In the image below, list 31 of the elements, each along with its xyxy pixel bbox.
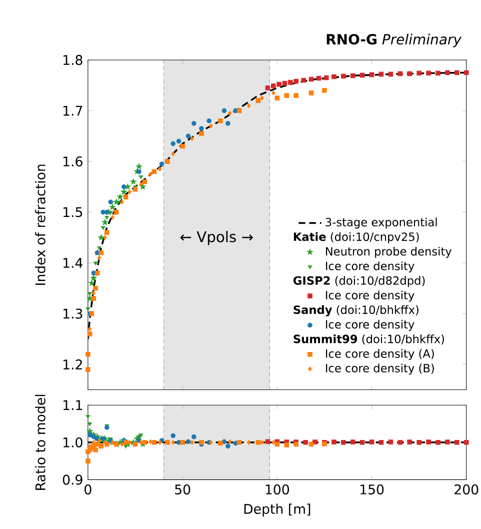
y-tick-label: 1.1 — [64, 400, 82, 410]
annotation: Katie (doi:10/cnpv25) — [294, 232, 419, 244]
y-axis-title: Index of refraction — [35, 164, 46, 285]
y-axis-title: Ratio to model — [35, 394, 46, 490]
y-tick-label: 1.5 — [64, 207, 82, 218]
legend-label: Ice core density — [326, 261, 414, 272]
y-tick-label: 1.0 — [64, 437, 82, 448]
x-tick-label: 50 — [175, 484, 190, 494]
y-tick-label: 1.4 — [64, 258, 82, 268]
legend-label: Ice core density (A) — [326, 349, 434, 360]
y-tick-label: 1.2 — [64, 359, 82, 370]
annotation: Summit99 (doi:10/bhkffx) — [294, 334, 444, 345]
y-tick-label: 1.8 — [64, 54, 82, 66]
y-tick-label: 1.3 — [64, 308, 82, 319]
annotation: GISP2 (doi:10/d82dpd) — [293, 276, 425, 288]
y-tick-label: 1.7 — [64, 106, 82, 116]
chart-title: RNO-G Preliminary — [326, 34, 462, 48]
x-tick-label: 200 — [454, 484, 478, 494]
band-label: ← Vpols → — [180, 230, 253, 246]
x-tick-label: 150 — [360, 484, 384, 494]
annotation: Sandy (doi:10/bhkffx) — [294, 305, 418, 316]
legend-label: Ice core density (B) — [326, 364, 434, 375]
y-tick-label: 0.9 — [62, 474, 82, 485]
legend-label: Ice core density — [326, 290, 414, 302]
legend-label: Ice core density — [326, 320, 414, 331]
legend-label: Neutron probe density — [326, 246, 452, 258]
x-tick-label: 0 — [84, 484, 92, 494]
x-axis-title: Depth [m] — [244, 504, 310, 517]
x-tick-label: 100 — [266, 484, 289, 494]
legend-label: 3-stage exponential — [326, 218, 437, 229]
y-tick-label: 1.6 — [64, 156, 82, 166]
